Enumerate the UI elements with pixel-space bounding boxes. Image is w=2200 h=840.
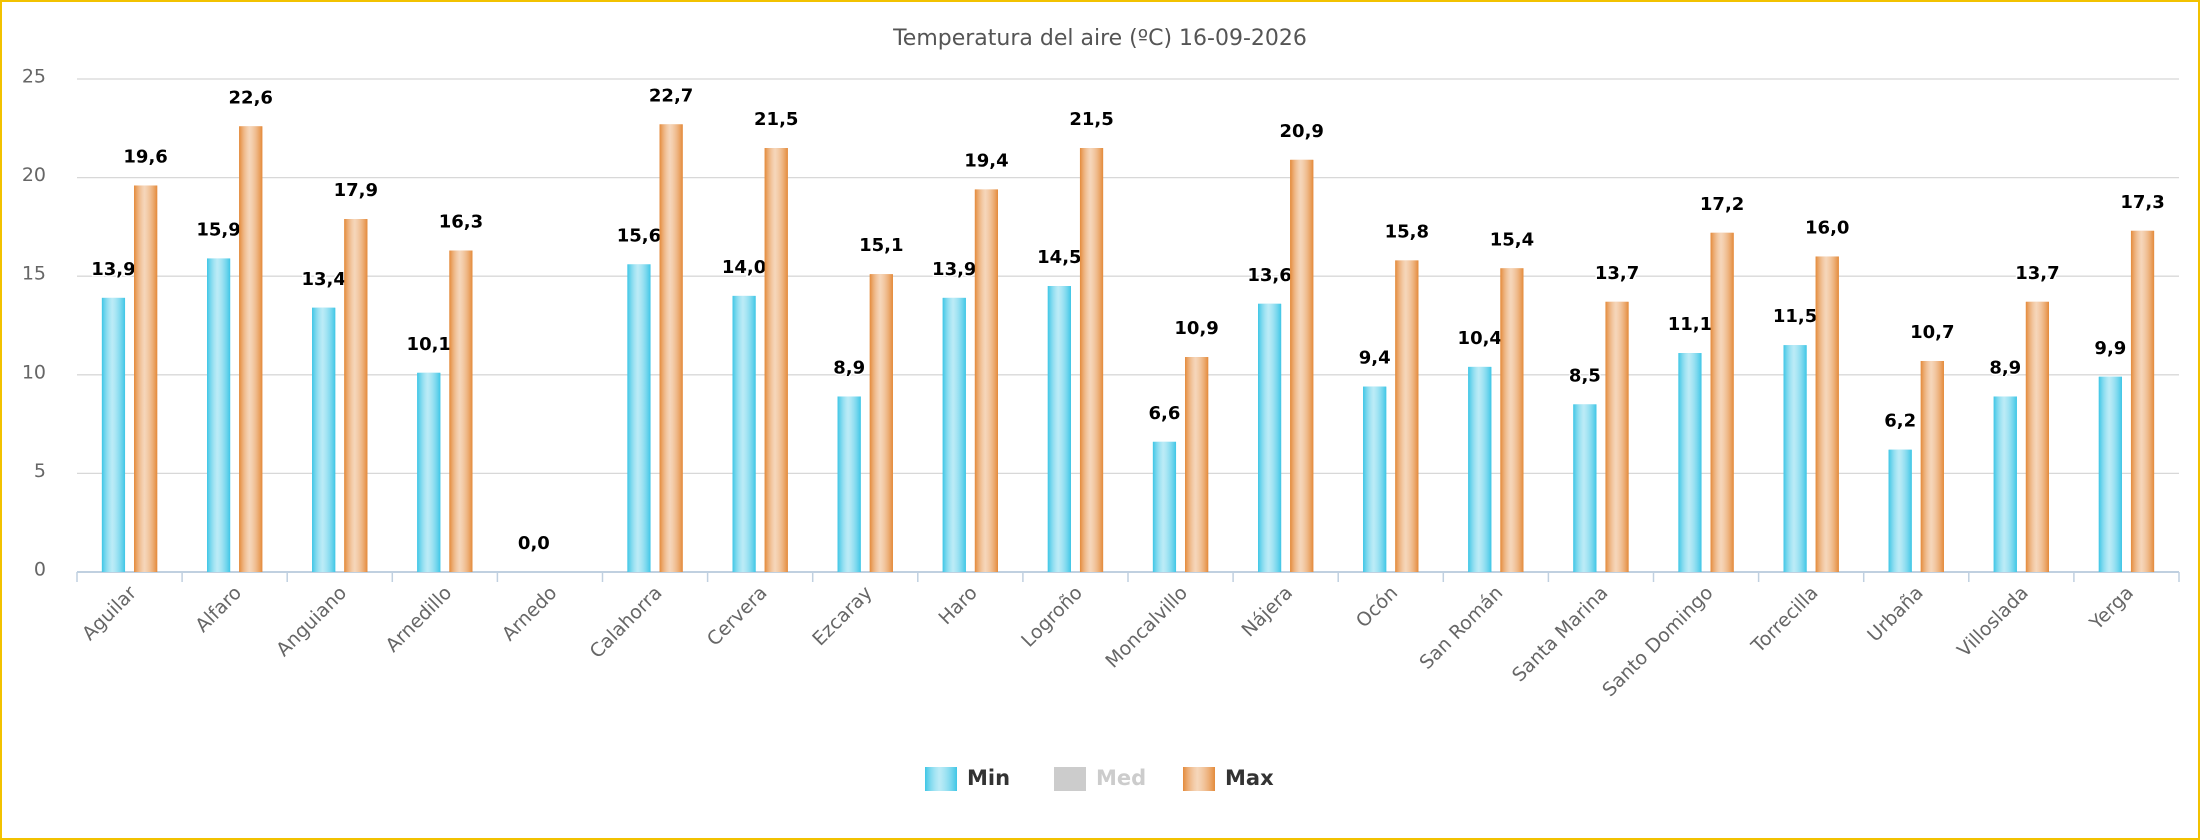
value-label: 10,9 [1174,318,1218,339]
value-label: 6,6 [1149,403,1181,424]
value-label: 0,0 [518,533,550,554]
bar-shine [417,372,441,572]
value-label: 17,2 [1700,194,1744,215]
value-label: 13,6 [1247,265,1291,286]
bar-shine [659,124,683,572]
value-label: 10,1 [407,334,451,355]
value-label: 8,9 [1989,357,2021,378]
legend-swatch-shine [1183,767,1215,791]
value-label: 17,3 [2120,192,2164,213]
bar-shine [1573,404,1597,572]
value-label: 10,4 [1458,328,1502,349]
value-label: 15,4 [1490,229,1534,250]
bar-shine [764,148,788,572]
bar-shine [101,297,126,572]
bar-shine [1500,268,1524,572]
value-label: 8,9 [833,357,865,378]
value-label: 16,3 [439,212,483,233]
bar-shine [312,307,336,572]
bar-shine [837,396,861,572]
value-label: 21,5 [754,109,798,130]
value-label: 21,5 [1069,109,1113,130]
y-tick-label: 20 [22,164,46,186]
value-label: 20,9 [1280,121,1324,142]
y-tick-label: 0 [34,559,46,581]
value-label: 11,1 [1668,314,1712,335]
legend-label[interactable]: Min [967,766,1010,790]
y-tick-label: 15 [22,263,46,285]
legend-swatch-shine [925,767,957,791]
value-label: 9,4 [1359,348,1391,369]
value-label: 15,1 [859,235,903,256]
legend-swatch [1054,767,1086,791]
y-tick-label: 5 [34,460,46,482]
bar-shine [1993,396,2017,572]
bar-shine [1815,256,1839,572]
value-label: 19,4 [964,150,1008,171]
value-label: 13,9 [91,259,135,280]
bar-shine [1678,353,1702,572]
bar-shine [1079,148,1104,572]
value-label: 15,9 [196,219,240,240]
bar-shine [2025,301,2049,572]
value-label: 15,6 [617,225,661,246]
value-label: 16,0 [1805,217,1849,238]
bar-shine [1783,345,1807,572]
bar-shine [1258,303,1282,572]
bar-shine [1605,301,1629,572]
value-label: 13,9 [932,259,976,280]
value-label: 17,9 [334,180,378,201]
bar-shine [1363,386,1387,572]
bar-shine [1888,449,1912,572]
bar-shine [239,126,263,572]
bar-shine [1395,260,1419,572]
bar-shine [1185,357,1209,572]
bar-shine [974,189,998,572]
value-label: 8,5 [1569,365,1601,386]
bar-shine [627,264,651,572]
value-label: 14,0 [722,257,766,278]
bar-shine [1152,441,1177,572]
legend-label[interactable]: Med [1096,766,1146,790]
y-tick-label: 10 [22,361,46,383]
bar-shine [344,219,368,572]
bar-shine [1468,366,1492,572]
value-label: 19,6 [123,146,167,167]
value-label: 22,7 [649,85,693,106]
value-label: 10,7 [1910,322,1954,343]
bar-shine [2130,230,2155,572]
bar-shine [207,258,231,572]
value-label: 13,4 [301,269,345,290]
bar-shine [942,297,966,572]
chart-title: Temperatura del aire (ºC) 16-09-2026 [892,26,1307,51]
bar-shine [2098,376,2122,572]
bar-shine [1047,286,1071,572]
bar-shine [1290,159,1314,573]
value-label: 13,7 [2015,263,2059,284]
value-label: 22,6 [229,87,273,108]
bar-shine [1710,232,1734,573]
value-label: 6,2 [1884,411,1916,432]
legend-label[interactable]: Max [1225,766,1274,790]
bar-shine [1920,360,1944,572]
y-tick-label: 25 [22,66,46,88]
value-label: 14,5 [1037,247,1081,268]
value-label: 15,8 [1385,221,1429,242]
bar-shine [449,250,473,572]
value-label: 9,9 [2094,338,2126,359]
bar-shine [732,295,756,572]
value-label: 11,5 [1773,306,1817,327]
bar-shine [869,274,893,572]
bar-shine [134,185,158,572]
value-label: 13,7 [1595,263,1639,284]
